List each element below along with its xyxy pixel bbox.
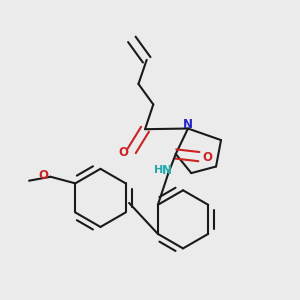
Text: O: O [202, 151, 212, 164]
Text: O: O [118, 146, 129, 159]
Text: N: N [161, 164, 172, 177]
Text: N: N [183, 118, 193, 131]
Text: H: H [154, 166, 163, 176]
Text: O: O [38, 169, 48, 182]
